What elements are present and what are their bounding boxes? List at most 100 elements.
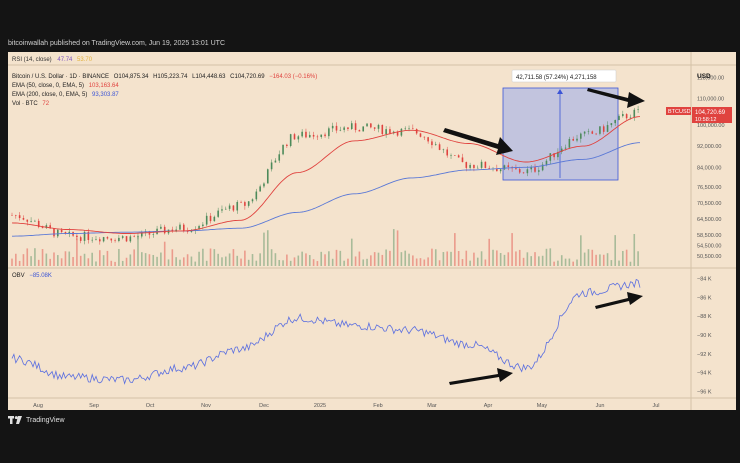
price-tick-label: 70,500.00 bbox=[697, 201, 721, 207]
volume-bar bbox=[72, 256, 74, 266]
volume-bar bbox=[454, 233, 456, 266]
candle-body bbox=[595, 133, 597, 135]
volume-bar bbox=[507, 252, 510, 266]
candle-body bbox=[95, 239, 97, 240]
tradingview-footer[interactable]: TradingView bbox=[8, 414, 65, 426]
volume-bar bbox=[339, 250, 342, 266]
candle-body bbox=[518, 169, 521, 173]
candle-body bbox=[11, 214, 13, 216]
volume-bar bbox=[583, 252, 586, 266]
volume-bar bbox=[160, 252, 162, 266]
symbol-legend: Bitcoin / U.S. Dollar · 1D · BINANCE O10… bbox=[12, 74, 317, 80]
volume-bar bbox=[618, 260, 620, 266]
volume-bar bbox=[121, 260, 124, 266]
ema200-line bbox=[12, 142, 640, 237]
candle-body bbox=[224, 208, 227, 210]
candle-body bbox=[209, 215, 212, 222]
candle-body bbox=[461, 157, 464, 163]
candle-body bbox=[515, 168, 517, 170]
chart-panel[interactable]: RSI (14, close) 47.74 53.70 Bitcoin / U.… bbox=[8, 52, 736, 410]
candle-body bbox=[289, 134, 292, 146]
volume-bar bbox=[129, 254, 132, 266]
volume-bar bbox=[469, 260, 471, 266]
volume-bar bbox=[522, 257, 525, 266]
candle-body bbox=[266, 169, 269, 184]
ema200-legend: EMA (200, close, 0, EMA, 5) 93,303.87 bbox=[12, 92, 119, 98]
candle-body bbox=[328, 128, 330, 137]
candle-body bbox=[140, 232, 143, 237]
price-tick-label: 76,500.00 bbox=[697, 185, 721, 191]
volume-bar bbox=[377, 252, 380, 266]
volume-bar bbox=[431, 248, 433, 266]
candle-body bbox=[339, 129, 342, 131]
volume-bar bbox=[518, 249, 521, 266]
volume-bar bbox=[442, 252, 445, 266]
volume-bar bbox=[370, 255, 372, 266]
volume-bar bbox=[133, 249, 135, 266]
price-chart-svg[interactable]: RSI (14, close) 47.74 53.70 Bitcoin / U.… bbox=[8, 52, 736, 410]
volume-bar bbox=[68, 251, 71, 266]
time-tick-label: Nov bbox=[201, 403, 211, 409]
volume-bar bbox=[15, 253, 17, 266]
candle-body bbox=[133, 236, 135, 238]
volume-bar bbox=[148, 254, 151, 266]
last-price-text: 104,720.69 bbox=[695, 110, 726, 116]
volume-bar bbox=[595, 254, 597, 266]
volume-bar bbox=[266, 230, 269, 266]
volume-bar bbox=[316, 261, 319, 266]
volume-bar bbox=[499, 253, 502, 266]
volume-bar bbox=[137, 235, 139, 266]
time-tick-label: Mar bbox=[427, 403, 437, 409]
volume-bar bbox=[102, 255, 105, 266]
last-price-tag bbox=[692, 107, 732, 123]
volume-bar bbox=[591, 249, 594, 266]
volume-bar bbox=[30, 256, 32, 266]
volume-bar bbox=[392, 229, 395, 266]
volume-bar bbox=[255, 260, 258, 266]
candle-body bbox=[629, 117, 632, 119]
volume-bar bbox=[198, 251, 200, 266]
time-tick-label: Jul bbox=[652, 403, 659, 409]
candle-body bbox=[160, 226, 162, 229]
volume-bar bbox=[400, 252, 403, 266]
candle-body bbox=[358, 130, 361, 132]
candle-body bbox=[622, 114, 624, 117]
candle-body bbox=[362, 126, 365, 132]
candle-body bbox=[106, 237, 109, 239]
volume-bar bbox=[270, 249, 273, 266]
volume-bar bbox=[175, 257, 177, 266]
obv-tick-label: −90 K bbox=[697, 333, 712, 339]
candle-body bbox=[457, 155, 460, 158]
volume-bar bbox=[251, 254, 254, 266]
candle-body bbox=[473, 164, 475, 168]
candle-body bbox=[602, 126, 605, 132]
candle-body bbox=[587, 131, 590, 132]
obv-tick-label: −84 K bbox=[697, 277, 712, 283]
measure-box[interactable] bbox=[502, 87, 619, 181]
candle-body bbox=[79, 237, 82, 241]
volume-bar bbox=[45, 253, 48, 266]
volume-bar bbox=[182, 257, 185, 266]
volume-bar bbox=[186, 254, 189, 266]
volume-bar bbox=[484, 259, 487, 266]
volume-bar bbox=[572, 261, 574, 266]
volume-bar bbox=[625, 249, 628, 266]
volume-bar bbox=[99, 250, 101, 266]
volume-bar bbox=[434, 249, 437, 266]
volume-bar bbox=[557, 260, 559, 266]
published-caption: bitcoinwallah published on TradingView.c… bbox=[8, 40, 226, 47]
candle-body bbox=[202, 224, 204, 227]
rsi-legend: RSI (14, close) 47.74 53.70 bbox=[12, 57, 93, 63]
volume-bar bbox=[240, 258, 242, 266]
volume-bar bbox=[366, 258, 368, 266]
candle-body bbox=[389, 129, 391, 134]
volume-bar bbox=[576, 259, 578, 266]
candle-body bbox=[182, 224, 185, 231]
volume-bar bbox=[503, 254, 506, 266]
candle-body bbox=[576, 138, 578, 141]
candle-body bbox=[350, 123, 353, 130]
time-tick-label: Dec bbox=[259, 403, 269, 409]
candle-body bbox=[412, 128, 414, 130]
candle-body bbox=[419, 133, 422, 137]
candle-body bbox=[305, 131, 307, 138]
